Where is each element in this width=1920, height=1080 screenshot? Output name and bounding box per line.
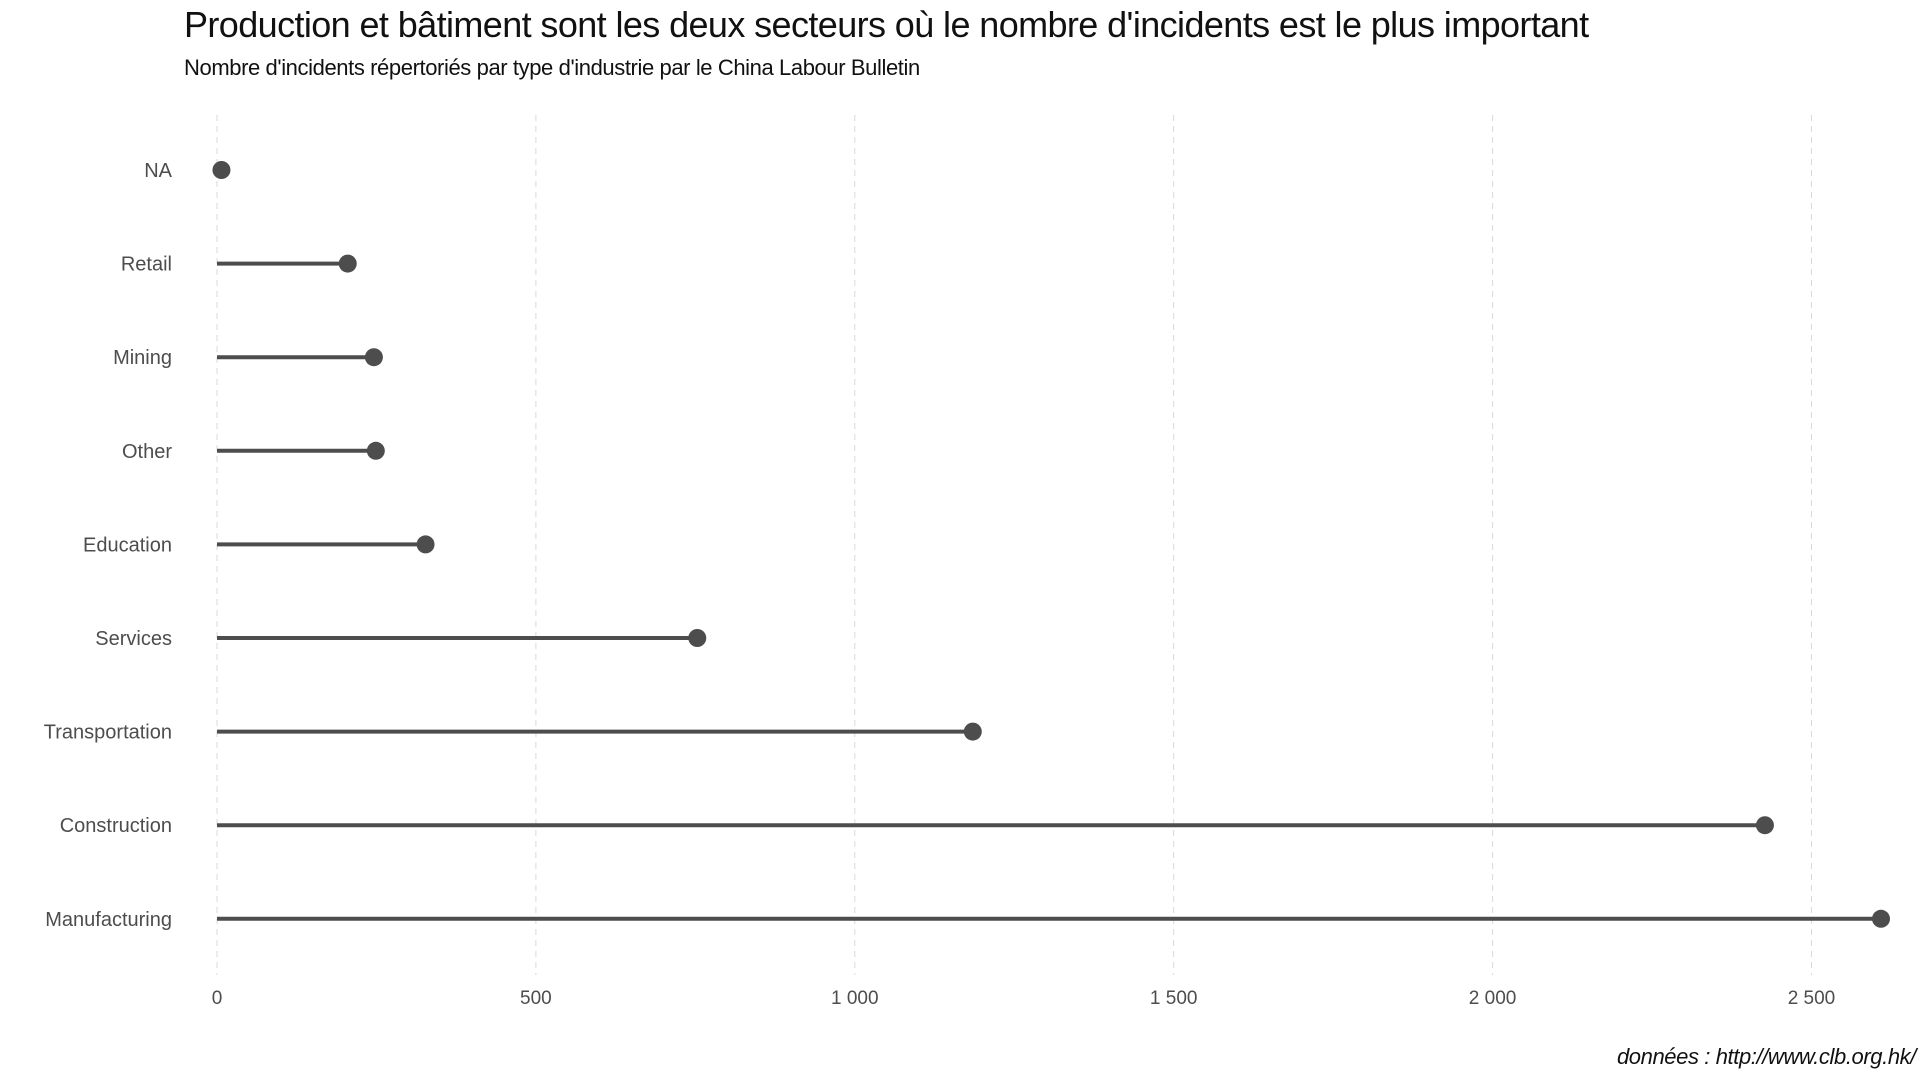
x-axis: 0 500 1 000 1 500 2 000 2 500 — [212, 988, 1836, 1009]
lollipop-point — [963, 722, 982, 741]
data-marks — [212, 161, 1890, 928]
lollipop-point — [366, 441, 385, 460]
category-label: Construction — [60, 815, 172, 837]
x-tick-label: 2 000 — [1469, 988, 1517, 1009]
category-label: Other — [122, 441, 172, 463]
lollipop-point — [1872, 909, 1890, 928]
category-label: Education — [83, 534, 172, 556]
lollipop-point — [1755, 816, 1774, 835]
chart-subtitle: Nombre d'incidents répertoriés par type … — [184, 55, 920, 80]
x-tick-label: 500 — [520, 988, 552, 1009]
grid-layer — [216, 115, 1812, 975]
lollipop-point — [338, 254, 357, 273]
category-label: Services — [95, 628, 172, 650]
x-tick-label: 0 — [212, 988, 223, 1009]
category-label: NA — [144, 160, 172, 182]
lollipop-point — [364, 348, 383, 367]
category-label: Manufacturing — [45, 909, 172, 931]
chart-title: Production et bâtiment sont les deux sec… — [184, 4, 1589, 45]
category-label: Transportation — [44, 722, 172, 744]
x-tick-label: 2 500 — [1788, 988, 1836, 1009]
y-axis: NA Retail Mining Other Education Services Tran… — [44, 160, 173, 931]
lollipop-point — [688, 629, 707, 647]
lollipop-point — [416, 535, 435, 554]
x-tick-label: 1 000 — [831, 988, 879, 1009]
category-label: Mining — [113, 347, 172, 369]
lollipop-point — [212, 161, 231, 179]
x-tick-label: 1 500 — [1150, 988, 1198, 1009]
data-source-caption: données : http://www.clb.org.hk/ — [1616, 1044, 1916, 1069]
category-label: Retail — [121, 254, 172, 276]
